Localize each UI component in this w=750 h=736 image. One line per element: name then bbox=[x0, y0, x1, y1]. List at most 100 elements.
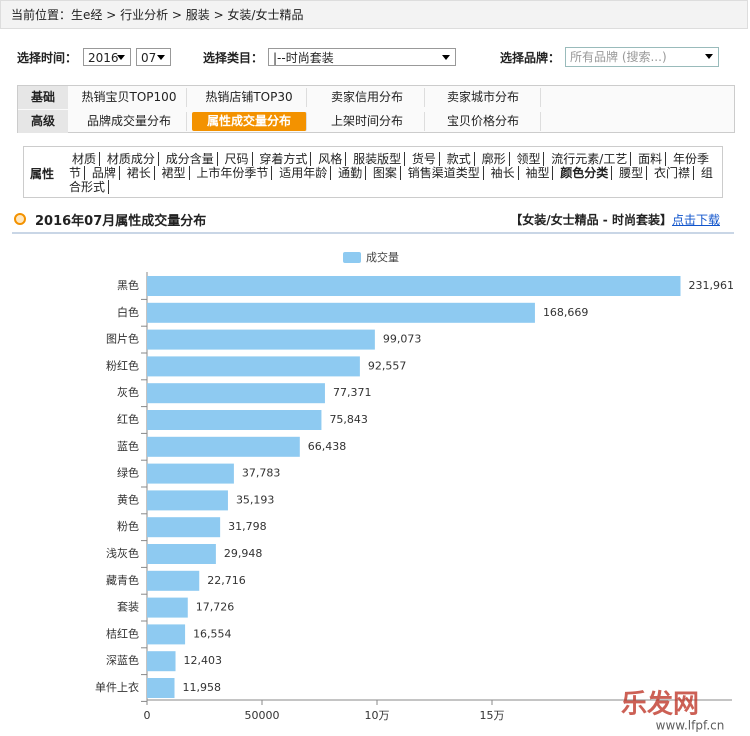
category-label: 蓝色 bbox=[117, 439, 139, 453]
category-label: 深蓝色 bbox=[106, 653, 139, 667]
category-label: 白色 bbox=[117, 305, 139, 319]
value-label: 17,726 bbox=[196, 601, 235, 614]
attribute[interactable]: 款式 bbox=[443, 152, 475, 166]
attribute[interactable]: 成分含量 bbox=[162, 152, 218, 166]
category-select[interactable]: |--时尚套装 bbox=[268, 48, 456, 66]
tab[interactable]: 卖家城市分布 bbox=[426, 88, 541, 107]
section-header: 2016年07月属性成交量分布 【女装/女士精品 - 时尚套装】点击下载 bbox=[12, 207, 734, 234]
value-label: 11,958 bbox=[183, 681, 222, 694]
tab[interactable]: 热销宝贝TOP100 bbox=[72, 88, 187, 107]
attribute[interactable]: 风格 bbox=[315, 152, 347, 166]
attribute[interactable]: 组合形式 bbox=[69, 166, 713, 194]
bar bbox=[147, 544, 216, 564]
attribute-box: 属性 材质 材质成分 成分含量 尺码 穿着方式 风格 服装版型 货号 款式 廓形… bbox=[23, 146, 723, 198]
category-label: 绿色 bbox=[117, 466, 139, 480]
x-tick-label: 0 bbox=[144, 709, 151, 722]
value-label: 77,371 bbox=[333, 386, 372, 399]
attribute[interactable]: 材质成分 bbox=[103, 152, 159, 166]
attribute[interactable]: 流行元素/工艺 bbox=[548, 152, 632, 166]
category-label: 粉色 bbox=[117, 519, 139, 533]
attribute[interactable]: 货号 bbox=[408, 152, 440, 166]
category-label: 单件上衣 bbox=[95, 680, 139, 694]
tab-row-label: 高级 bbox=[18, 110, 68, 133]
attribute[interactable]: 适用年龄 bbox=[276, 166, 332, 180]
value-label: 37,783 bbox=[242, 467, 280, 480]
tab[interactable]: 品牌成交量分布 bbox=[72, 112, 187, 131]
x-tick-label: 15万 bbox=[480, 709, 505, 722]
bar bbox=[147, 276, 681, 296]
tab[interactable]: 卖家信用分布 bbox=[310, 88, 425, 107]
category-label: 浅灰色 bbox=[106, 546, 139, 560]
attribute[interactable]: 裙长 bbox=[123, 166, 155, 180]
value-label: 35,193 bbox=[236, 493, 275, 506]
brand-input[interactable]: 所有品牌 (搜索...) bbox=[565, 47, 719, 67]
category-label: 选择类目： bbox=[203, 51, 264, 65]
breadcrumb: 当前位置：生e经 > 行业分析 > 服装 > 女装/女士精品 bbox=[0, 0, 748, 29]
attribute[interactable]: 袖型 bbox=[522, 166, 554, 180]
tab-row: 基础 热销宝贝TOP100 热销店铺TOP30 卖家信用分布 卖家城市分布 bbox=[18, 86, 734, 109]
bar bbox=[147, 651, 176, 672]
attribute[interactable]: 袖长 bbox=[487, 166, 519, 180]
category-label: 红色 bbox=[117, 412, 139, 426]
attribute[interactable]: 通勤 bbox=[335, 166, 367, 180]
value-label: 75,843 bbox=[329, 413, 368, 426]
tab[interactable]: 上架时间分布 bbox=[310, 112, 425, 131]
time-label: 选择时间： bbox=[17, 51, 78, 65]
bar bbox=[147, 329, 375, 350]
tab[interactable]: 热销店铺TOP30 bbox=[192, 88, 307, 107]
value-label: 99,073 bbox=[383, 333, 422, 346]
category-label: 灰色 bbox=[117, 385, 139, 399]
attribute[interactable]: 服装版型 bbox=[350, 152, 406, 166]
legend-swatch bbox=[343, 252, 361, 263]
attribute[interactable]: 领型 bbox=[513, 152, 545, 166]
section-right: 【女装/女士精品 - 时尚套装】点击下载 bbox=[510, 211, 720, 228]
year-select[interactable]: 2016 bbox=[83, 48, 131, 66]
value-label: 22,716 bbox=[207, 574, 246, 587]
tab[interactable]: 属性成交量分布 bbox=[192, 112, 307, 131]
attribute-list: 材质 材质成分 成分含量 尺码 穿着方式 风格 服装版型 货号 款式 廓形 领型… bbox=[69, 152, 719, 194]
bar bbox=[147, 356, 360, 377]
bar bbox=[147, 490, 228, 511]
chart: 15万 10万 50000 0 单件上衣 深蓝色 桔红色 套装 藏青色 浅灰色 粉色 黄色 绿色 蓝色 红色… bbox=[95, 250, 734, 733]
attribute[interactable]: 廓形 bbox=[478, 152, 510, 166]
value-label: 12,403 bbox=[184, 654, 223, 667]
attribute[interactable]: 图案 bbox=[369, 166, 401, 180]
tab[interactable]: 宝贝价格分布 bbox=[426, 112, 541, 131]
attribute[interactable]: 尺码 bbox=[221, 152, 253, 166]
attribute[interactable]: 上市年份季节 bbox=[193, 166, 273, 180]
attribute[interactable]: 衣门襟 bbox=[650, 166, 694, 180]
attribute[interactable]: 品牌 bbox=[88, 166, 120, 180]
bar bbox=[147, 678, 175, 698]
value-label: 31,798 bbox=[228, 520, 267, 533]
value-label: 92,557 bbox=[368, 359, 407, 372]
category-label: 黑色 bbox=[117, 278, 139, 292]
category-label: 黄色 bbox=[117, 492, 139, 506]
bar bbox=[147, 570, 200, 591]
download-link[interactable]: 点击下载 bbox=[671, 213, 720, 227]
attribute[interactable]: 裙型 bbox=[158, 166, 190, 180]
attribute[interactable]: 年份季节 bbox=[69, 152, 710, 180]
attribute[interactable]: 销售渠道类型 bbox=[404, 166, 484, 180]
category-label: 桔红色 bbox=[106, 626, 139, 640]
month-select[interactable]: 07 bbox=[136, 48, 171, 66]
brand-label: 选择品牌： bbox=[500, 51, 561, 65]
attribute[interactable]: 面料 bbox=[635, 152, 667, 166]
x-tick-label: 10万 bbox=[365, 709, 390, 722]
value-label: 29,948 bbox=[224, 547, 263, 560]
attribute[interactable]: 颜色分类 bbox=[557, 166, 613, 180]
x-tick-label: 50000 bbox=[245, 709, 280, 722]
attribute[interactable]: 材质 bbox=[69, 152, 101, 166]
category-label: 藏青色 bbox=[106, 573, 139, 587]
bar bbox=[147, 410, 322, 430]
tab-row: 高级 品牌成交量分布 属性成交量分布 上架时间分布 宝贝价格分布 bbox=[18, 110, 734, 133]
value-label: 16,554 bbox=[193, 627, 232, 640]
value-label: 66,438 bbox=[308, 440, 347, 453]
section-title: 2016年07月属性成交量分布 bbox=[35, 214, 207, 229]
attribute[interactable]: 穿着方式 bbox=[256, 152, 312, 166]
value-label: 168,669 bbox=[543, 306, 589, 319]
bar bbox=[147, 597, 188, 618]
section-icon bbox=[14, 213, 26, 225]
attribute[interactable]: 腰型 bbox=[616, 166, 648, 180]
category-label: 图片色 bbox=[106, 332, 139, 346]
